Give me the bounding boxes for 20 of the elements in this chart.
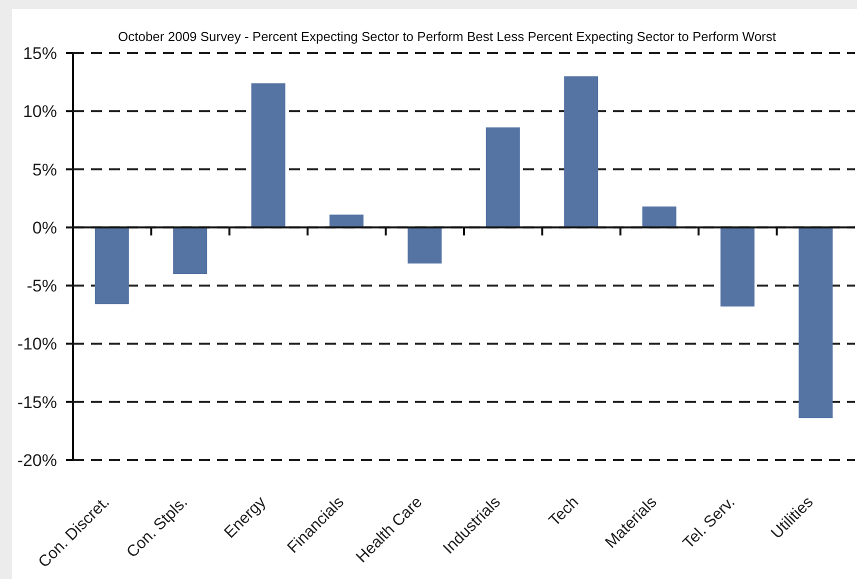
bar [642, 206, 676, 228]
chart-title: October 2009 Survey - Percent Expecting Sector to Perform Best Less Percent Expecting Sector to Perform Worst [117, 29, 777, 45]
bar [329, 214, 364, 228]
bar [564, 76, 598, 228]
y-tick-label: -10% [17, 334, 57, 354]
bar [173, 227, 208, 274]
y-tick-label: -20% [17, 451, 57, 470]
y-tick-label: 0% [32, 218, 57, 238]
y-tick-label: 10% [22, 102, 57, 122]
bar [720, 227, 754, 307]
bar [798, 227, 833, 418]
bar [94, 227, 129, 304]
bar [486, 127, 520, 228]
x-tick-label: Tech [546, 494, 582, 530]
bar [251, 83, 286, 228]
y-tick-label: -5% [26, 276, 57, 296]
bar [408, 227, 442, 264]
y-tick-label: -15% [17, 392, 57, 412]
y-tick-label: 15% [22, 44, 57, 64]
y-tick-label: 5% [32, 160, 57, 180]
